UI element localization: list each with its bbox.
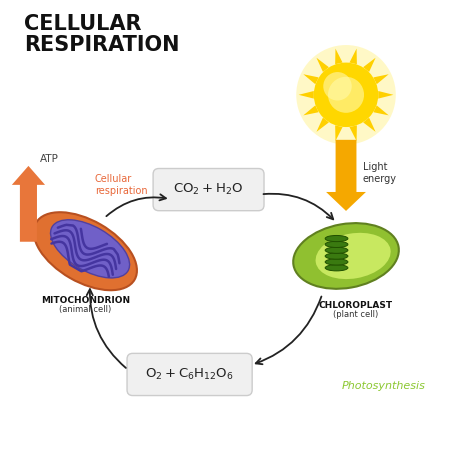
Circle shape: [328, 77, 364, 113]
Text: Light
energy: Light energy: [363, 162, 397, 184]
Text: ATP: ATP: [40, 154, 59, 164]
Polygon shape: [335, 126, 343, 141]
Ellipse shape: [325, 264, 348, 271]
Ellipse shape: [325, 247, 348, 253]
Polygon shape: [378, 91, 393, 99]
Ellipse shape: [34, 212, 137, 290]
FancyBboxPatch shape: [153, 169, 264, 210]
Polygon shape: [363, 118, 375, 132]
Ellipse shape: [325, 241, 348, 247]
Polygon shape: [299, 91, 314, 99]
Polygon shape: [303, 74, 319, 84]
Polygon shape: [374, 74, 389, 84]
Polygon shape: [335, 49, 343, 64]
Polygon shape: [374, 105, 389, 115]
Text: CHLOROPLAST: CHLOROPLAST: [319, 301, 392, 310]
Polygon shape: [363, 58, 375, 72]
Text: $\mathregular{CO_2 + H_2O}$: $\mathregular{CO_2 + H_2O}$: [173, 182, 244, 197]
FancyBboxPatch shape: [127, 354, 252, 395]
Polygon shape: [349, 126, 357, 141]
Ellipse shape: [325, 259, 348, 265]
Ellipse shape: [293, 223, 399, 289]
Text: CELLULAR
RESPIRATION: CELLULAR RESPIRATION: [24, 14, 179, 55]
Polygon shape: [303, 105, 319, 115]
Circle shape: [314, 63, 378, 127]
Ellipse shape: [325, 236, 348, 242]
Ellipse shape: [316, 233, 391, 279]
Text: (animal cell): (animal cell): [59, 305, 111, 314]
Text: MITOCHONDRION: MITOCHONDRION: [41, 296, 130, 305]
Ellipse shape: [325, 253, 348, 259]
Text: $\mathregular{O_2 + C_6H_{12}O_6}$: $\mathregular{O_2 + C_6H_{12}O_6}$: [145, 367, 234, 382]
Text: Cellular
respiration: Cellular respiration: [95, 173, 147, 196]
Polygon shape: [349, 49, 357, 64]
Circle shape: [296, 45, 396, 145]
Polygon shape: [317, 58, 329, 72]
Circle shape: [323, 72, 352, 100]
Polygon shape: [12, 166, 45, 242]
Text: (plant cell): (plant cell): [333, 310, 378, 319]
Ellipse shape: [51, 220, 129, 278]
Text: Photosynthesis: Photosynthesis: [341, 381, 425, 392]
Polygon shape: [317, 118, 329, 132]
Polygon shape: [326, 140, 366, 211]
